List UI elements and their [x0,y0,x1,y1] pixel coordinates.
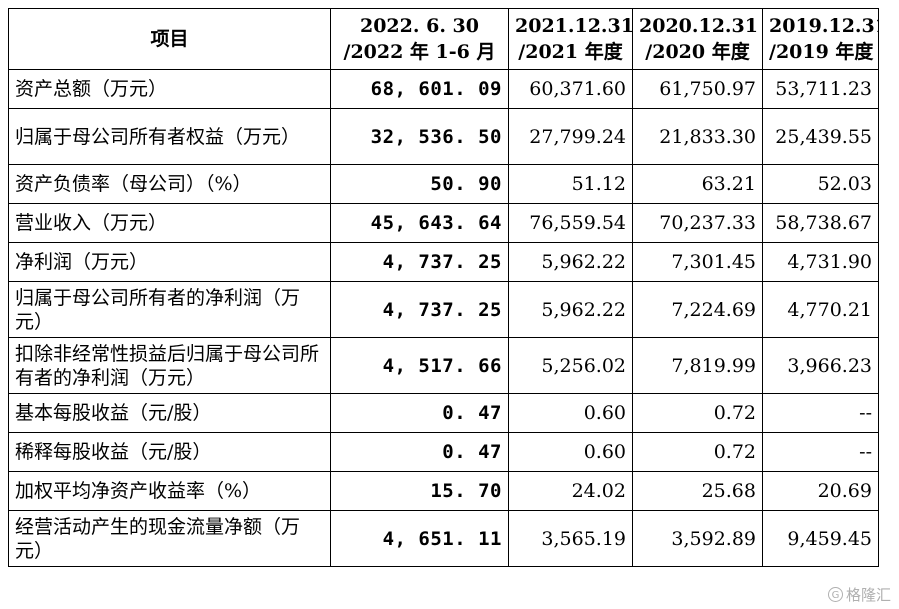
row-label: 净利润（万元） [8,242,331,282]
value-2022-h1: 4, 737. 25 [330,281,509,338]
value-2019: -- [762,432,879,472]
row-label: 资产总额（万元） [8,69,331,109]
table-row: 经营活动产生的现金流量净额（万元） 4, 651. 11 3,565.19 3,592… [8,510,879,567]
value-2020: 25.68 [632,471,763,511]
table-row: 加权平均净资产收益率（%） 15. 70 24.02 25.68 20.69 [8,471,879,511]
watermark: G 格隆汇 [827,584,891,605]
value-2022-h1: 0. 47 [330,393,509,433]
table-row: 稀释每股收益（元/股） 0. 47 0.60 0.72 -- [8,432,879,472]
value-2020: 63.21 [632,164,763,204]
value-2021: 27,799.24 [508,108,633,165]
row-label: 归属于母公司所有者权益（万元） [8,108,331,165]
header-2021: 2021.12.31 /2021 年度 [508,8,633,70]
value-2021: 5,256.02 [508,337,633,394]
table-row: 营业收入（万元） 45, 643. 64 76,559.54 70,237.33 58,… [8,203,879,243]
value-2021: 3,565.19 [508,510,633,567]
table-row: 扣除非经常性损益后归属于母公司所有者的净利润（万元） 4, 517. 66 5,25… [8,337,879,394]
header-2020: 2020.12.31 /2020 年度 [632,8,763,70]
value-2019: -- [762,393,879,433]
value-2022-h1: 0. 47 [330,432,509,472]
table-row: 归属于母公司所有者权益（万元） 32, 536. 50 27,799.24 21,83… [8,108,879,165]
table-header-row: 项目 2022. 6. 30 /2022 年 1-6 月 2021.12.31 … [8,8,879,70]
value-2019: 9,459.45 [762,510,879,567]
row-label: 加权平均净资产收益率（%） [8,471,331,511]
value-2020: 7,819.99 [632,337,763,394]
value-2020: 3,592.89 [632,510,763,567]
table-row: 资产负债率（母公司）（%） 50. 90 51.12 63.21 52.03 [8,164,879,204]
row-label: 资产负债率（母公司）（%） [8,164,331,204]
value-2021: 0.60 [508,393,633,433]
header-2022-h1: 2022. 6. 30 /2022 年 1-6 月 [330,8,509,70]
header-item: 项目 [8,8,331,70]
value-2022-h1: 45, 643. 64 [330,203,509,243]
value-2021: 5,962.22 [508,242,633,282]
value-2022-h1: 4, 651. 11 [330,510,509,567]
value-2020: 0.72 [632,432,763,472]
value-2021: 51.12 [508,164,633,204]
row-label: 营业收入（万元） [8,203,331,243]
table-row: 基本每股收益（元/股） 0. 47 0.60 0.72 -- [8,393,879,433]
financial-summary-table: 项目 2022. 6. 30 /2022 年 1-6 月 2021.12.31 … [8,8,879,567]
value-2022-h1: 15. 70 [330,471,509,511]
value-2022-h1: 32, 536. 50 [330,108,509,165]
header-2019: 2019.12.31 /2019 年度 [762,8,879,70]
value-2021: 5,962.22 [508,281,633,338]
table-row: 资产总额（万元） 68, 601. 09 60,371.60 61,750.97 53,… [8,69,879,109]
row-label: 基本每股收益（元/股） [8,393,331,433]
value-2022-h1: 4, 517. 66 [330,337,509,394]
value-2022-h1: 50. 90 [330,164,509,204]
value-2019: 20.69 [762,471,879,511]
gelonghui-logo-icon: G [827,587,843,602]
value-2019: 52.03 [762,164,879,204]
value-2019: 25,439.55 [762,108,879,165]
value-2020: 7,301.45 [632,242,763,282]
value-2020: 70,237.33 [632,203,763,243]
watermark-text: 格隆汇 [845,586,891,604]
row-label: 扣除非经常性损益后归属于母公司所有者的净利润（万元） [8,337,331,394]
value-2020: 61,750.97 [632,69,763,109]
value-2020: 7,224.69 [632,281,763,338]
row-label: 经营活动产生的现金流量净额（万元） [8,510,331,567]
value-2021: 76,559.54 [508,203,633,243]
value-2019: 4,731.90 [762,242,879,282]
table-row: 净利润（万元） 4, 737. 25 5,962.22 7,301.45 4,731.9… [8,242,879,282]
value-2021: 0.60 [508,432,633,472]
row-label: 归属于母公司所有者的净利润（万元） [8,281,331,338]
value-2022-h1: 4, 737. 25 [330,242,509,282]
value-2020: 21,833.30 [632,108,763,165]
value-2021: 60,371.60 [508,69,633,109]
value-2019: 4,770.21 [762,281,879,338]
value-2019: 3,966.23 [762,337,879,394]
table-row: 归属于母公司所有者的净利润（万元） 4, 737. 25 5,962.22 7,224… [8,281,879,338]
value-2019: 53,711.23 [762,69,879,109]
row-label: 稀释每股收益（元/股） [8,432,331,472]
value-2022-h1: 68, 601. 09 [330,69,509,109]
value-2020: 0.72 [632,393,763,433]
value-2019: 58,738.67 [762,203,879,243]
value-2021: 24.02 [508,471,633,511]
